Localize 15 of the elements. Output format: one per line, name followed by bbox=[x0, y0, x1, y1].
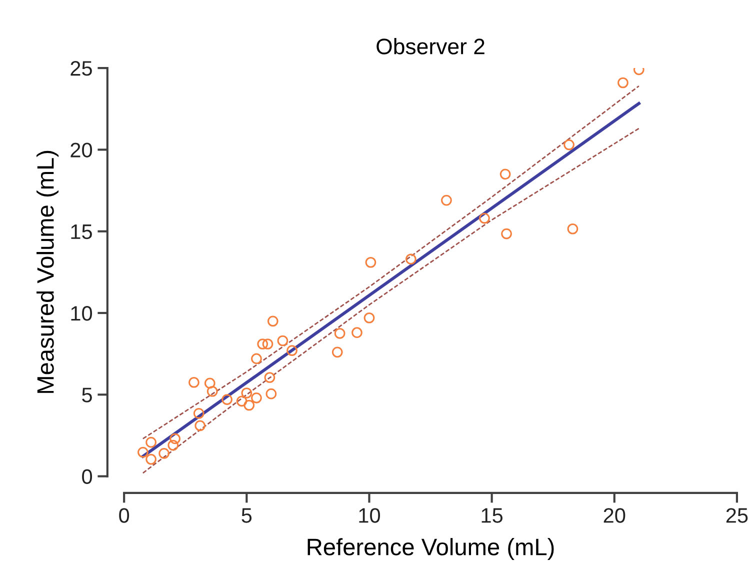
x-axis-title: Reference Volume (mL) bbox=[308, 538, 554, 560]
y-tick-label: 20 bbox=[70, 142, 92, 158]
x-tick-label: 0 bbox=[119, 508, 130, 523]
y-tick-label: 10 bbox=[71, 306, 92, 321]
x-tick-label: 20 bbox=[604, 508, 626, 523]
y-tick-label: 15 bbox=[71, 224, 92, 240]
x-tick-label: 10 bbox=[359, 508, 380, 523]
x-tick-label: 5 bbox=[242, 508, 252, 523]
y-tick-label: 25 bbox=[70, 61, 92, 76]
x-tick-label: 25 bbox=[726, 508, 748, 523]
y-tick-label: 0 bbox=[82, 469, 92, 484]
chart-title: Observer 2 bbox=[376, 38, 484, 54]
y-axis-title: Measured Volume (mL) bbox=[36, 150, 59, 393]
x-tick-label: 15 bbox=[482, 508, 503, 523]
y-tick-label: 5 bbox=[82, 388, 92, 402]
